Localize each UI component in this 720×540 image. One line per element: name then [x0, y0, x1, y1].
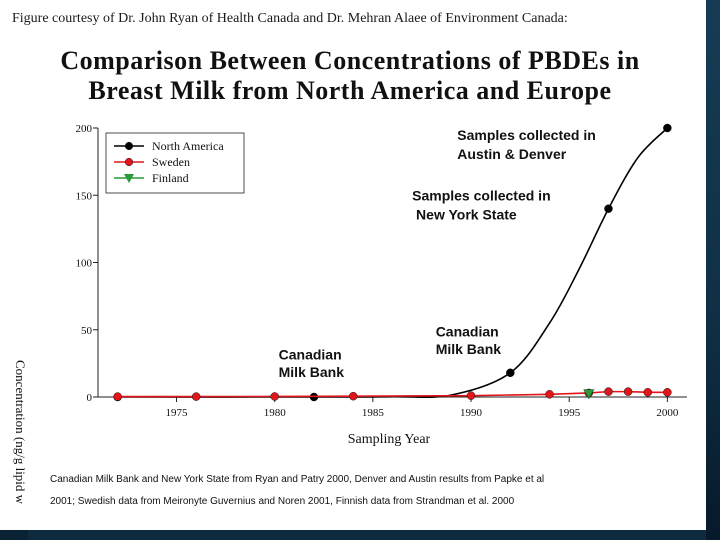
annotation-text: Milk Bank — [436, 341, 502, 357]
legend-label-sweden: Sweden — [152, 155, 190, 169]
x-tick-label: 1985 — [362, 407, 385, 419]
data-point-sweden — [604, 387, 613, 396]
y-tick-label: 150 — [76, 190, 93, 202]
chart-title: Comparison Between Concentrations of PBD… — [60, 46, 640, 105]
y-tick-label: 100 — [76, 258, 93, 270]
annotation-text: Samples collected in — [457, 127, 596, 143]
legend-label-north-america: North America — [152, 139, 224, 153]
data-point-sweden — [191, 392, 201, 401]
data-point-sweden — [348, 391, 358, 401]
series-layer — [113, 123, 672, 402]
ticks: 1975 1980 1985 1990 1995 2000 0 50 100 150 200 — [76, 123, 679, 419]
x-tick-label: 1995 — [558, 407, 581, 419]
y-tick-label: 0 — [87, 392, 93, 404]
annotations: Samples collected in Austin & Denver Sampl… — [279, 127, 596, 380]
chart-svg: 1975 1980 1985 1990 1995 2000 0 50 100 150 200 Sam… — [76, 123, 687, 447]
annotation-text: Samples collected in — [412, 188, 550, 204]
data-point-sweden — [270, 392, 279, 401]
data-point-north-america — [604, 204, 613, 213]
data-point-north-america — [506, 368, 515, 378]
data-point-sweden — [623, 387, 633, 396]
annotation-text: Austin & Denver — [457, 146, 566, 162]
data-point-north-america — [663, 123, 672, 133]
source-note: Canadian Milk Bank and New York State fr… — [50, 469, 650, 513]
x-axis-label: Sampling Year — [348, 432, 431, 447]
legend-marker-sweden — [124, 157, 134, 167]
x-tick-label: 1990 — [460, 407, 483, 419]
annotation-text: Canadian — [279, 346, 342, 362]
right-background-strip — [706, 0, 720, 540]
data-point-finland — [583, 389, 595, 400]
annotation-text: Canadian — [436, 323, 499, 339]
data-point-sweden — [545, 390, 554, 399]
series-finland — [583, 389, 595, 400]
legend-label-finland: Finland — [152, 171, 189, 185]
annotation-text: Milk Bank — [279, 364, 345, 380]
legend: North America Sweden Finland — [105, 132, 245, 194]
x-tick-label: 1980 — [264, 407, 287, 419]
data-point-sweden — [113, 392, 122, 401]
y-tick-label: 50 — [81, 325, 93, 337]
legend-marker-north-america — [124, 141, 134, 151]
x-tick-label: 2000 — [656, 407, 679, 419]
data-point-sweden — [643, 388, 652, 397]
data-point-sweden — [466, 391, 476, 400]
y-tick-label: 200 — [76, 123, 93, 135]
source-line-1: Canadian Milk Bank and New York State fr… — [50, 474, 545, 485]
figure-credit: Figure courtesy of Dr. John Ryan of Heal… — [12, 11, 568, 26]
source-line-2: 2001; Swedish data from Meironyte Guvern… — [50, 496, 515, 507]
annotation-text: New York State — [416, 206, 517, 222]
y-axis-label: Concentration (ng/g lipid w — [13, 360, 28, 505]
data-point-sweden — [663, 388, 672, 397]
slide: Figure courtesy of Dr. John Ryan of Heal… — [0, 0, 706, 530]
legend-marker-finland — [124, 174, 134, 183]
x-tick-label: 1975 — [166, 407, 189, 419]
